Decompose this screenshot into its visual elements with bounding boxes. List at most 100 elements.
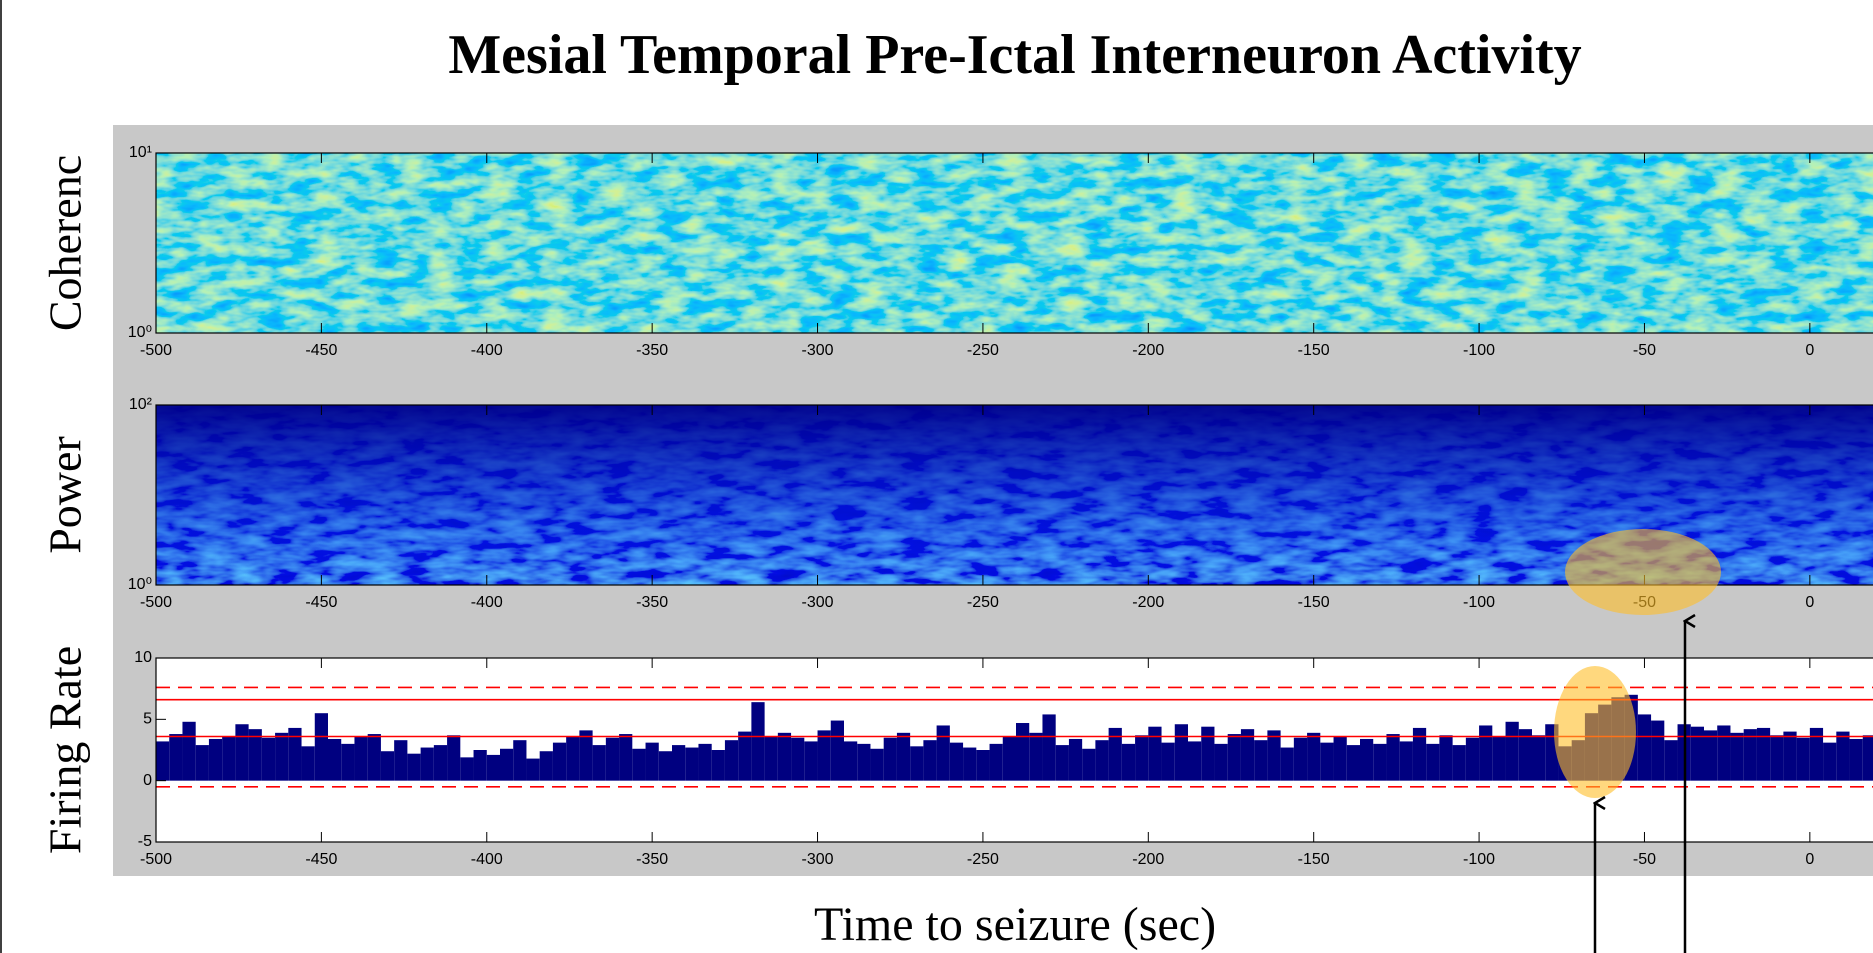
x-tick-label: 0 — [1805, 342, 1814, 359]
bar — [1293, 737, 1308, 781]
x-tick-label: -500 — [140, 594, 172, 611]
y-tick-label: 10¹ — [129, 144, 152, 161]
bar — [1161, 742, 1175, 781]
bar — [380, 751, 395, 781]
bar — [1783, 731, 1797, 781]
x-tick-label: -400 — [471, 851, 503, 868]
bar — [513, 740, 527, 781]
bar — [1254, 740, 1268, 781]
bar — [1756, 727, 1771, 781]
bar — [857, 743, 871, 781]
x-tick-label: -50 — [1633, 342, 1656, 359]
x-tick-label: -150 — [1298, 342, 1330, 359]
bar — [711, 750, 725, 781]
x-tick-label: -350 — [636, 851, 668, 868]
x-tick-label: -200 — [1132, 594, 1164, 611]
bar — [579, 730, 593, 781]
bar — [222, 736, 236, 781]
bar — [486, 754, 500, 781]
bar — [1201, 726, 1215, 781]
x-tick-label: -450 — [305, 342, 337, 359]
bar — [182, 721, 196, 781]
y-axis-label: Firing Rate — [40, 646, 91, 854]
bar — [1068, 738, 1083, 781]
x-tick-label: -250 — [967, 851, 999, 868]
bar — [896, 732, 911, 781]
bar — [1082, 748, 1096, 781]
bar — [275, 732, 289, 781]
bar — [1532, 735, 1546, 781]
spectrogram-texture — [156, 153, 1873, 333]
bar — [1690, 726, 1704, 781]
bar — [314, 713, 328, 781]
x-tick-label: -400 — [471, 594, 503, 611]
title: Mesial Temporal Pre-Ictal Interneuron Ac… — [448, 24, 1581, 86]
bar — [1320, 742, 1334, 781]
bar — [1399, 741, 1413, 781]
y-axis-label: Power — [40, 436, 91, 554]
bar — [420, 747, 434, 781]
bar — [208, 738, 223, 781]
bar — [552, 742, 567, 781]
x-tick-label: -250 — [967, 594, 999, 611]
bar — [1823, 742, 1837, 781]
bar — [1439, 735, 1453, 781]
x-tick-label: -450 — [305, 851, 337, 868]
bar — [1373, 743, 1387, 781]
bar — [566, 736, 580, 781]
bar — [1095, 740, 1109, 781]
bar — [830, 720, 844, 781]
bar — [1426, 743, 1440, 781]
bar — [1412, 727, 1427, 781]
bar — [1862, 735, 1873, 781]
bar — [1240, 729, 1255, 781]
y-tick-label: 10⁰ — [128, 576, 152, 593]
x-tick-label: -350 — [636, 594, 668, 611]
bar — [301, 746, 315, 781]
bar — [698, 743, 712, 781]
bar — [1346, 745, 1360, 781]
x-tick-label: 0 — [1805, 851, 1814, 868]
bar — [963, 747, 977, 781]
x-tick-label: -400 — [471, 342, 503, 359]
bar — [447, 735, 461, 781]
bar — [738, 731, 752, 781]
bar — [1174, 724, 1188, 781]
bar — [936, 725, 950, 781]
bar — [883, 737, 897, 781]
bar — [724, 740, 739, 781]
bar — [1121, 743, 1136, 781]
y-tick-label: 0 — [143, 772, 152, 789]
bar — [1135, 735, 1149, 781]
bar — [1188, 741, 1202, 781]
bar — [1664, 740, 1678, 781]
x-tick-label: -100 — [1463, 851, 1495, 868]
bar — [367, 734, 381, 781]
bar — [844, 741, 858, 781]
bar — [791, 737, 805, 781]
y-axis-label: Coherenc — [40, 155, 91, 331]
highlight — [1554, 666, 1636, 798]
x-tick-label: -500 — [140, 851, 172, 868]
y-tick-label: 10 — [134, 649, 152, 666]
bar — [751, 702, 765, 781]
bar — [632, 748, 646, 781]
plot-frame — [155, 152, 1873, 334]
x-tick-label: -300 — [802, 594, 834, 611]
bar — [1227, 734, 1241, 781]
bar — [1518, 729, 1532, 781]
bar — [1055, 745, 1069, 781]
bar — [1717, 725, 1731, 781]
x-axis-label: Time to seizure (sec) — [814, 898, 1216, 951]
y-tick-label: 10⁰ — [128, 324, 152, 341]
bar — [473, 750, 487, 781]
x-tick-label: -150 — [1298, 594, 1330, 611]
bar — [777, 732, 792, 781]
bar — [817, 730, 831, 781]
bar — [526, 758, 540, 781]
bar — [1333, 736, 1347, 781]
bar — [539, 751, 553, 781]
bar — [1108, 727, 1122, 781]
x-tick-label: -200 — [1132, 342, 1164, 359]
